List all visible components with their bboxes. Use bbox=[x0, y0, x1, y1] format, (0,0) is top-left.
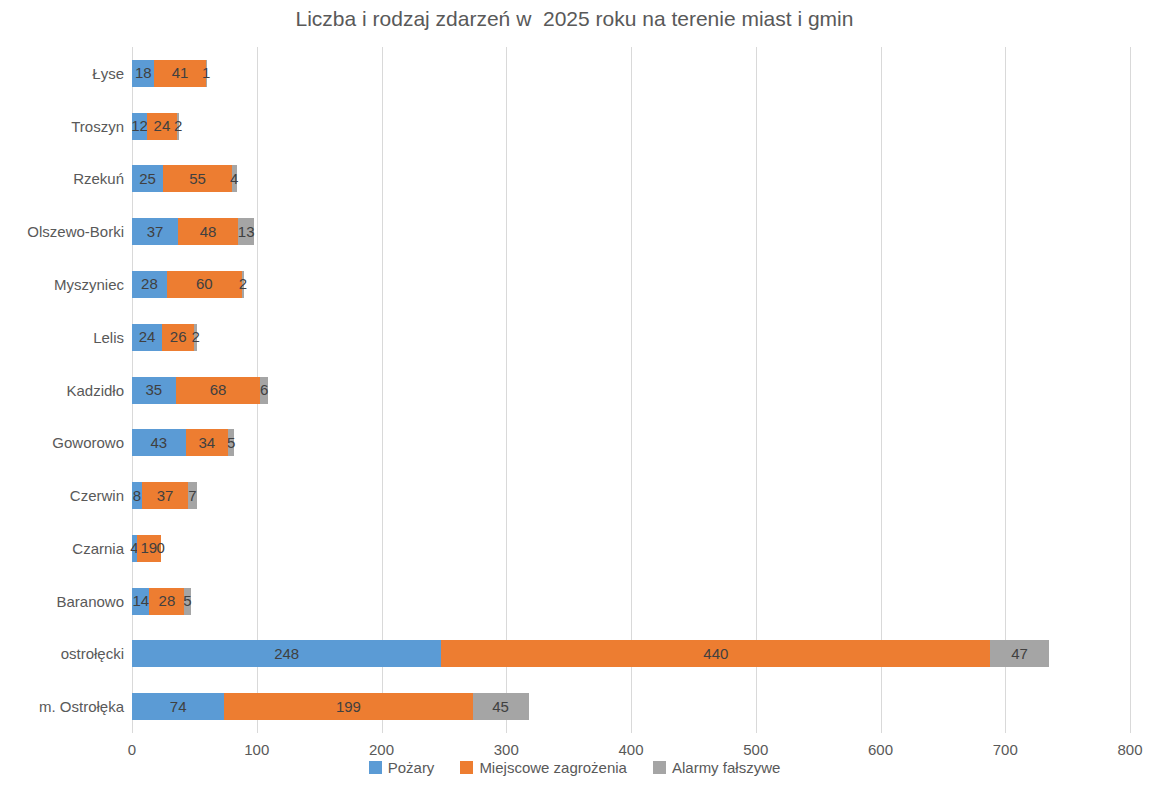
data-label: 2 bbox=[239, 275, 247, 293]
category-label-ostrolecki: ostrołęcki bbox=[0, 644, 124, 663]
data-label: 35 bbox=[145, 381, 162, 399]
gridline-400 bbox=[631, 47, 632, 733]
data-label: 45 bbox=[492, 698, 509, 716]
legend-label: Pożary bbox=[388, 759, 435, 776]
value-axis: 0 100 200 300 400 500 600 700 800 bbox=[0, 741, 1149, 761]
category-label-czerwin: Czerwin bbox=[0, 486, 124, 505]
data-label: 4 bbox=[230, 170, 238, 188]
data-label: 12 bbox=[131, 117, 148, 135]
category-label-goworowo: Goworowo bbox=[0, 433, 124, 452]
data-label: 37 bbox=[147, 223, 164, 241]
data-label: 2 bbox=[174, 117, 182, 135]
category-label-baranowo: Baranowo bbox=[0, 592, 124, 611]
data-label: 28 bbox=[141, 275, 158, 293]
data-label: 26 bbox=[170, 328, 187, 346]
legend-item-alarmy-falszywe: Alarmy fałszywe bbox=[653, 759, 780, 776]
data-label: 47 bbox=[1011, 645, 1028, 663]
category-axis: Łyse Troszyn Rzekuń Olszewo-Borki Myszyniec L… bbox=[0, 47, 124, 733]
data-label: 19 bbox=[140, 539, 157, 557]
data-label: 6 bbox=[260, 381, 268, 399]
x-tick-label-600: 600 bbox=[868, 741, 893, 759]
x-tick-label-100: 100 bbox=[244, 741, 269, 759]
data-label: 24 bbox=[139, 328, 156, 346]
data-label: 18 bbox=[135, 64, 152, 82]
legend-item-pozary: Pożary bbox=[369, 759, 435, 776]
data-label: 28 bbox=[159, 592, 176, 610]
gridline-800 bbox=[1130, 47, 1131, 733]
data-label: 7 bbox=[188, 487, 196, 505]
category-label-m-ostroleka: m. Ostrołęka bbox=[0, 697, 124, 716]
legend-swatch-icon bbox=[369, 761, 382, 774]
data-label: 60 bbox=[196, 275, 213, 293]
x-tick-label-500: 500 bbox=[743, 741, 768, 759]
data-label: 2 bbox=[191, 328, 199, 346]
category-label-olszewo-borki: Olszewo-Borki bbox=[0, 222, 124, 241]
gridline-300 bbox=[506, 47, 507, 733]
data-label: 43 bbox=[150, 434, 167, 452]
data-label: 14 bbox=[132, 592, 149, 610]
x-tick-label-800: 800 bbox=[1117, 741, 1142, 759]
data-label: 13 bbox=[238, 223, 255, 241]
data-label: 0 bbox=[157, 539, 165, 557]
category-label-lelis: Lelis bbox=[0, 328, 124, 347]
data-label: 248 bbox=[274, 645, 299, 663]
x-tick-label-300: 300 bbox=[494, 741, 519, 759]
legend-item-miejscowe-zagrozenia: Miejscowe zagrożenia bbox=[460, 759, 627, 776]
data-label: 41 bbox=[172, 64, 189, 82]
legend: Pożary Miejscowe zagrożenia Alarmy fałszyw… bbox=[0, 759, 1149, 776]
data-label: 24 bbox=[154, 117, 171, 135]
data-label: 25 bbox=[139, 170, 156, 188]
category-label-myszyniec: Myszyniec bbox=[0, 275, 124, 294]
category-label-czarnia: Czarnia bbox=[0, 539, 124, 558]
plot-area: 1841112242255543748132860224262356864334… bbox=[132, 47, 1130, 733]
data-label: 48 bbox=[200, 223, 217, 241]
category-label-rzekun: Rzekuń bbox=[0, 169, 124, 188]
x-tick-label-400: 400 bbox=[618, 741, 643, 759]
gridline-200 bbox=[382, 47, 383, 733]
category-label-kadzidlo: Kadzidło bbox=[0, 381, 124, 400]
data-label: 5 bbox=[183, 592, 191, 610]
data-label: 199 bbox=[336, 698, 361, 716]
x-tick-label-200: 200 bbox=[369, 741, 394, 759]
data-label: 68 bbox=[210, 381, 227, 399]
chart-title: Liczba i rodzaj zdarzeń w 2025 roku na t… bbox=[0, 7, 1149, 31]
category-label-troszyn: Troszyn bbox=[0, 117, 124, 136]
data-label: 8 bbox=[133, 487, 141, 505]
data-label: 74 bbox=[170, 698, 187, 716]
category-label-lyse: Łyse bbox=[0, 64, 124, 83]
data-label: 55 bbox=[189, 170, 206, 188]
data-label: 1 bbox=[202, 64, 210, 82]
legend-swatch-icon bbox=[653, 761, 666, 774]
chart-container: Liczba i rodzaj zdarzeń w 2025 roku na t… bbox=[0, 0, 1149, 787]
data-label: 37 bbox=[157, 487, 174, 505]
x-tick-label-0: 0 bbox=[128, 741, 136, 759]
gridline-700 bbox=[1005, 47, 1006, 733]
legend-label: Alarmy fałszywe bbox=[672, 759, 780, 776]
data-label: 5 bbox=[227, 434, 235, 452]
x-tick-label-700: 700 bbox=[993, 741, 1018, 759]
gridline-600 bbox=[881, 47, 882, 733]
legend-label: Miejscowe zagrożenia bbox=[479, 759, 627, 776]
data-label: 440 bbox=[703, 645, 728, 663]
data-label: 34 bbox=[199, 434, 216, 452]
legend-swatch-icon bbox=[460, 761, 473, 774]
gridline-500 bbox=[756, 47, 757, 733]
